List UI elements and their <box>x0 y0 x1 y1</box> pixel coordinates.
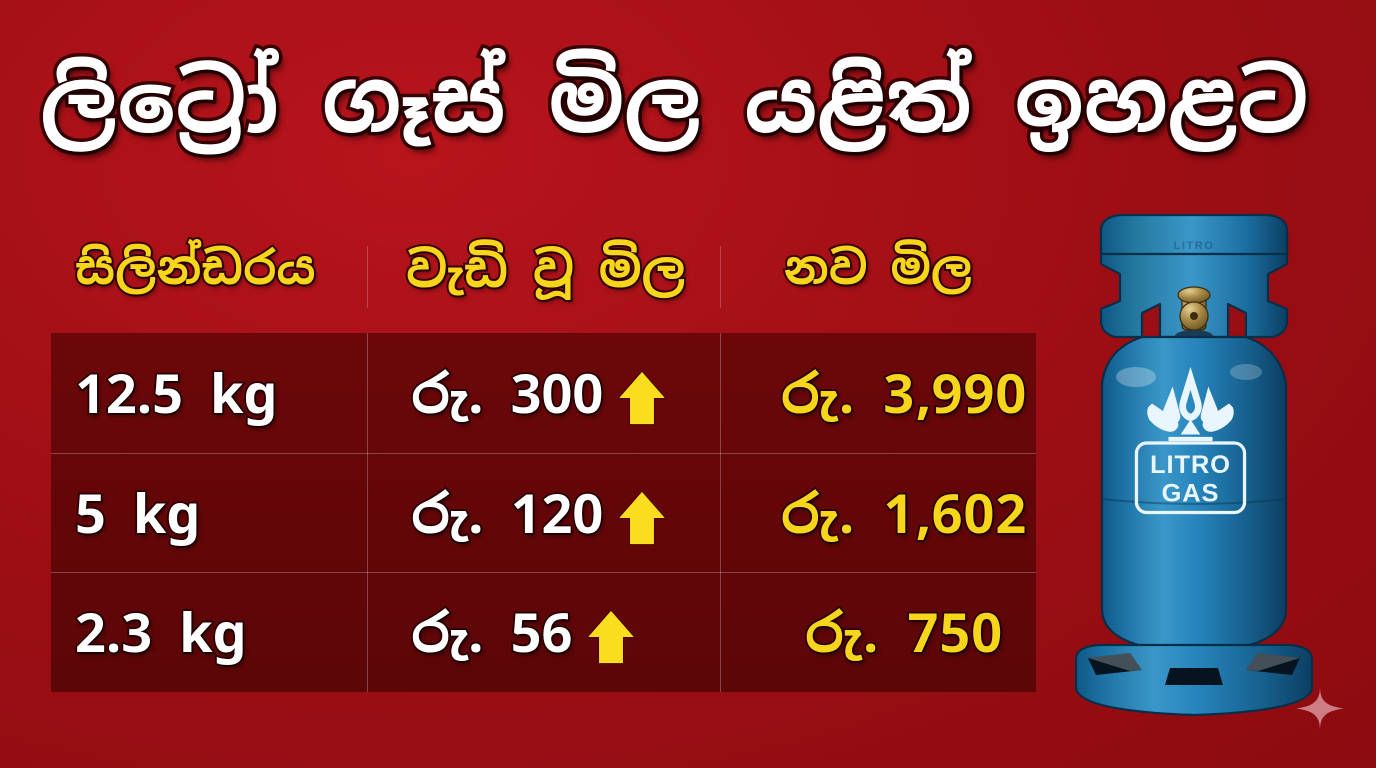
svg-text:LITRO: LITRO <box>1174 240 1215 252</box>
svg-text:GAS: GAS <box>1162 480 1220 508</box>
svg-text:LITRO: LITRO <box>1150 451 1231 479</box>
